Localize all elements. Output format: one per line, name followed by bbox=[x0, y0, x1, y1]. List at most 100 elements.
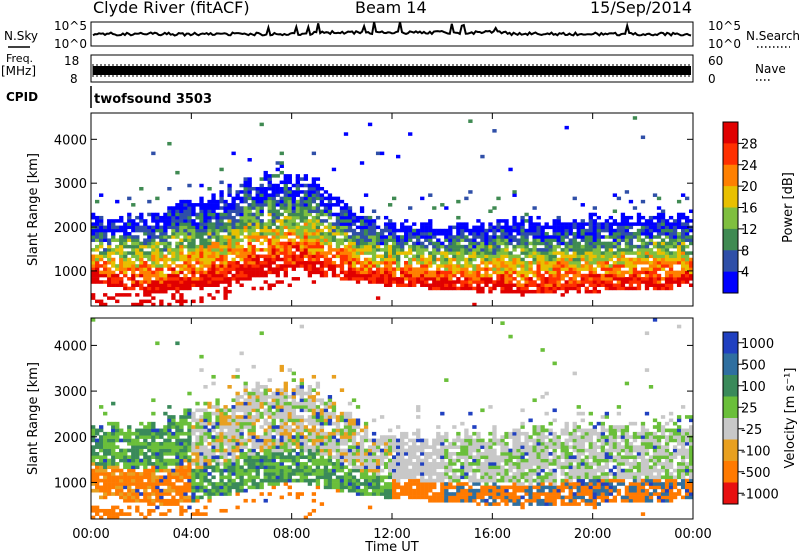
range-cell bbox=[267, 441, 272, 446]
range-cell bbox=[500, 270, 505, 275]
range-cell bbox=[416, 238, 421, 242]
range-cell bbox=[259, 209, 264, 214]
range-cell bbox=[628, 215, 634, 220]
range-cell bbox=[223, 286, 228, 291]
range-cell bbox=[616, 222, 622, 226]
range-cell bbox=[536, 225, 541, 230]
range-cell bbox=[223, 468, 228, 473]
range-cell bbox=[211, 206, 216, 210]
range-cell bbox=[295, 203, 300, 207]
range-cell bbox=[560, 222, 565, 226]
range-cell bbox=[247, 177, 252, 181]
range-cell bbox=[147, 283, 152, 287]
range-cell bbox=[167, 441, 172, 446]
range-cell bbox=[311, 405, 317, 409]
range-cell bbox=[371, 225, 377, 230]
range-cell bbox=[219, 455, 224, 459]
range-cell bbox=[111, 273, 116, 278]
range-cell bbox=[355, 458, 361, 463]
range-cell bbox=[644, 277, 650, 281]
range-cell bbox=[107, 515, 112, 520]
range-cell bbox=[275, 193, 280, 197]
range-cell bbox=[119, 438, 124, 443]
range-cell bbox=[207, 401, 212, 406]
range-cell bbox=[239, 428, 244, 433]
range-cell bbox=[267, 267, 272, 271]
range-cell bbox=[171, 425, 176, 429]
range-cell bbox=[95, 273, 100, 278]
range-cell bbox=[143, 289, 148, 294]
range-cell bbox=[203, 415, 208, 419]
range-cell bbox=[371, 248, 377, 252]
range-cell bbox=[319, 421, 325, 426]
range-cell bbox=[175, 222, 180, 226]
range-cell bbox=[299, 408, 304, 413]
range-cell bbox=[171, 475, 176, 480]
range-cell bbox=[191, 267, 196, 271]
range-cell bbox=[351, 455, 357, 459]
range-cell bbox=[311, 401, 317, 406]
range-cell bbox=[223, 289, 228, 294]
range-cell bbox=[331, 411, 337, 416]
range-cell bbox=[620, 273, 626, 278]
range-cell bbox=[195, 267, 200, 271]
range-cell bbox=[488, 260, 493, 265]
range-cell bbox=[452, 283, 457, 287]
range-cell bbox=[472, 273, 477, 278]
range-cell bbox=[412, 270, 417, 275]
range-cell bbox=[524, 228, 529, 233]
range-cell bbox=[223, 244, 228, 249]
range-cell bbox=[103, 441, 108, 446]
range-cell bbox=[311, 180, 317, 185]
range-cell bbox=[251, 270, 256, 275]
range-cell bbox=[203, 505, 208, 510]
range-cell bbox=[480, 260, 485, 265]
range-cell bbox=[616, 232, 622, 236]
range-cell bbox=[267, 465, 272, 470]
range-cell bbox=[544, 257, 549, 262]
range-cell bbox=[295, 264, 300, 268]
range-cell bbox=[371, 280, 377, 284]
range-cell bbox=[211, 222, 216, 226]
range-cell bbox=[660, 215, 666, 220]
range-cell bbox=[508, 286, 513, 291]
range-cell bbox=[127, 257, 132, 262]
range-cell bbox=[327, 445, 333, 449]
range-cell bbox=[275, 254, 280, 259]
range-cell bbox=[111, 485, 116, 490]
range-cell bbox=[400, 248, 405, 252]
range-cell bbox=[295, 186, 300, 191]
range-cell bbox=[576, 232, 581, 236]
range-cell bbox=[191, 212, 196, 217]
range-cell bbox=[504, 273, 509, 278]
range-cell bbox=[335, 458, 341, 463]
range-cell bbox=[267, 244, 272, 249]
range-cell bbox=[632, 206, 638, 210]
range-cell bbox=[436, 267, 441, 271]
range-cell bbox=[175, 232, 180, 236]
range-cell bbox=[95, 222, 100, 226]
range-cell bbox=[548, 235, 553, 239]
range-cell bbox=[99, 257, 104, 262]
range-cell bbox=[323, 264, 329, 268]
range-cell bbox=[319, 475, 325, 480]
range-cell bbox=[375, 151, 381, 156]
range-cell bbox=[195, 232, 200, 236]
range-cell bbox=[163, 465, 168, 470]
range-cell bbox=[223, 238, 228, 242]
range-cell bbox=[303, 254, 309, 259]
range-cell bbox=[303, 515, 309, 520]
range-cell bbox=[115, 280, 120, 284]
range-cell bbox=[103, 411, 108, 416]
range-cell bbox=[379, 257, 385, 262]
range-cell bbox=[255, 455, 260, 459]
range-cell bbox=[159, 462, 164, 466]
range-cell bbox=[279, 235, 284, 239]
range-cell bbox=[295, 277, 300, 281]
range-cell bbox=[99, 244, 104, 249]
range-cell bbox=[267, 248, 272, 252]
range-cell bbox=[127, 475, 132, 480]
range-cell bbox=[319, 458, 325, 463]
range-cell bbox=[227, 222, 232, 226]
range-cell bbox=[303, 448, 309, 453]
